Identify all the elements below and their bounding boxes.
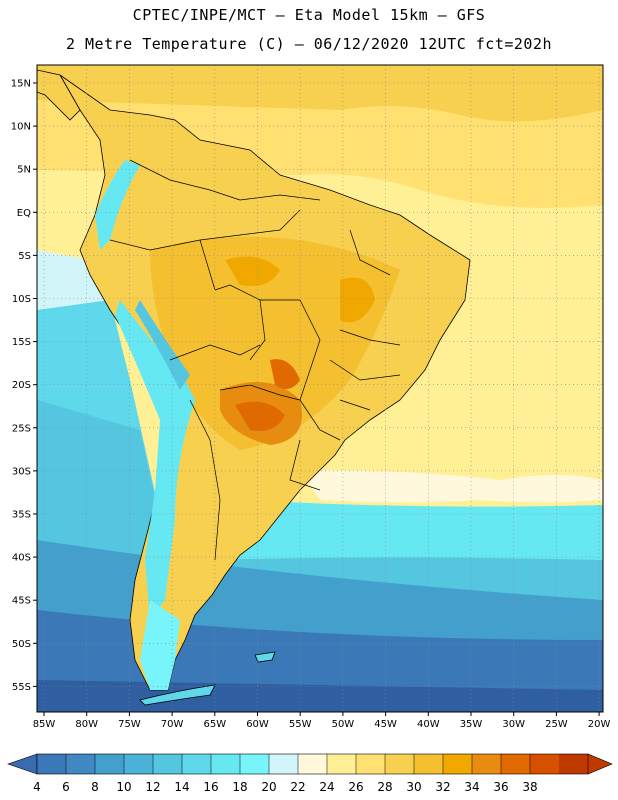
country-borders <box>109 159 401 561</box>
colorbar-label: 8 <box>91 780 99 794</box>
colorbar-label: 12 <box>145 780 160 794</box>
tierra-del-fuego <box>139 684 216 706</box>
map-axes: 15N 10N 5N EQ 5S 10S 15S 20S 25S 30S 35S 40S 45S 50S 5… <box>11 79 611 731</box>
lat-tick-label: 30S <box>12 466 31 477</box>
lon-tick-label: 25W <box>545 719 568 730</box>
colorbar-label: 10 <box>116 780 131 794</box>
colorbar-label: 24 <box>319 780 334 794</box>
lat-tick-label: 20S <box>12 380 31 391</box>
lat-tick-label: 55S <box>12 682 31 693</box>
colorbar-swatch <box>182 754 212 774</box>
colorbar-label: 16 <box>203 780 218 794</box>
colorbar-swatch <box>501 754 531 774</box>
lon-tick-label: 40W <box>417 719 440 730</box>
lon-tick-label: 30W <box>502 719 525 730</box>
lat-tick-label: 25S <box>12 423 31 434</box>
lat-tick-label: 40S <box>12 553 31 564</box>
lat-tick-label: 5S <box>18 251 31 262</box>
interior-hot-region <box>150 236 400 450</box>
plot-frame <box>36 64 604 713</box>
colorbar-label: 28 <box>377 780 392 794</box>
colorbar-swatch <box>385 754 415 774</box>
colorbar-swatch <box>298 754 328 774</box>
colorbar-swatch <box>327 754 357 774</box>
lon-tick-label: 65W <box>203 719 226 730</box>
colorbar-label: 32 <box>435 780 450 794</box>
colorbar-swatch <box>269 754 299 774</box>
lon-tick-label: 45W <box>374 719 397 730</box>
colorbar-label: 18 <box>232 780 247 794</box>
northern-andes-cool <box>95 160 140 250</box>
ocean-cream-band <box>300 470 603 503</box>
colorbar-swatch <box>356 754 386 774</box>
colorbar-label: 34 <box>464 780 479 794</box>
andes-altiplano-cold <box>135 300 190 390</box>
colorbar-label: 6 <box>62 780 70 794</box>
lon-tick-label: 70W <box>161 719 184 730</box>
lat-tick-label: 10S <box>12 294 31 305</box>
colorbar-swatch <box>211 754 241 774</box>
colorbar-label: 30 <box>406 780 421 794</box>
colorbar-high-arrow <box>587 753 613 775</box>
colorbar-swatch <box>66 754 96 774</box>
colorbar-swatch <box>559 754 589 774</box>
colorbar-low-arrow <box>7 753 38 775</box>
colorbar-label: 4 <box>33 780 41 794</box>
colorbar-label: 36 <box>493 780 508 794</box>
lon-tick-label: 85W <box>33 719 56 730</box>
colorbar-swatch <box>443 754 473 774</box>
colorbar-label: 22 <box>290 780 305 794</box>
chart-subtitle: 2 Metre Temperature (C) – 06/12/2020 12U… <box>65 35 553 53</box>
chaco-core-spot <box>235 401 285 431</box>
temperature-field <box>37 65 603 712</box>
colorbar-label: 20 <box>261 780 276 794</box>
lon-tick-label: 55W <box>289 719 312 730</box>
central-brazil-hot-spot <box>340 277 375 323</box>
colorbar-frame <box>36 753 589 775</box>
colorbar-swatch <box>153 754 183 774</box>
patagonia-cool <box>140 600 180 690</box>
colorbar-swatch <box>124 754 154 774</box>
chart-title: CPTEC/INPE/MCT – Eta Model 15km – GFS <box>132 6 486 24</box>
colorbar-swatch <box>472 754 502 774</box>
lon-tick-label: 60W <box>246 719 269 730</box>
colorbar-swatch <box>37 754 67 774</box>
ocean-caribbean-band <box>37 65 603 122</box>
lat-tick-label: 45S <box>12 596 31 607</box>
colorbar-swatch <box>240 754 270 774</box>
colorbar-swatch <box>414 754 444 774</box>
lat-tick-label: 10N <box>11 122 31 133</box>
lon-tick-label: 20W <box>588 719 611 730</box>
lat-tick-label: 15S <box>12 337 31 348</box>
lat-tick-label: 50S <box>12 639 31 650</box>
lon-tick-label: 35W <box>460 719 483 730</box>
ocean-polar-band <box>37 680 603 712</box>
colorbar: 4 6 8 10 12 14 16 18 20 22 24 26 28 30 32 34 36 38 <box>7 753 613 794</box>
lon-tick-label: 75W <box>118 719 141 730</box>
colorbar-swatch <box>530 754 560 774</box>
colorbar-label: 26 <box>348 780 363 794</box>
falkland-islands <box>254 651 276 663</box>
colorbar-label: 38 <box>522 780 537 794</box>
colorbar-label: 14 <box>174 780 189 794</box>
lat-tick-label: EQ <box>17 208 31 219</box>
lon-tick-label: 50W <box>332 719 355 730</box>
lat-tick-label: 5N <box>17 165 31 176</box>
pantanal-hot-spot <box>270 359 300 389</box>
lat-tick-label: 35S <box>12 510 31 521</box>
lat-tick-label: 15N <box>11 79 31 90</box>
lon-tick-label: 80W <box>75 719 98 730</box>
colorbar-swatch <box>95 754 125 774</box>
central-america <box>37 69 81 121</box>
amazon-hot-spot <box>225 256 280 286</box>
